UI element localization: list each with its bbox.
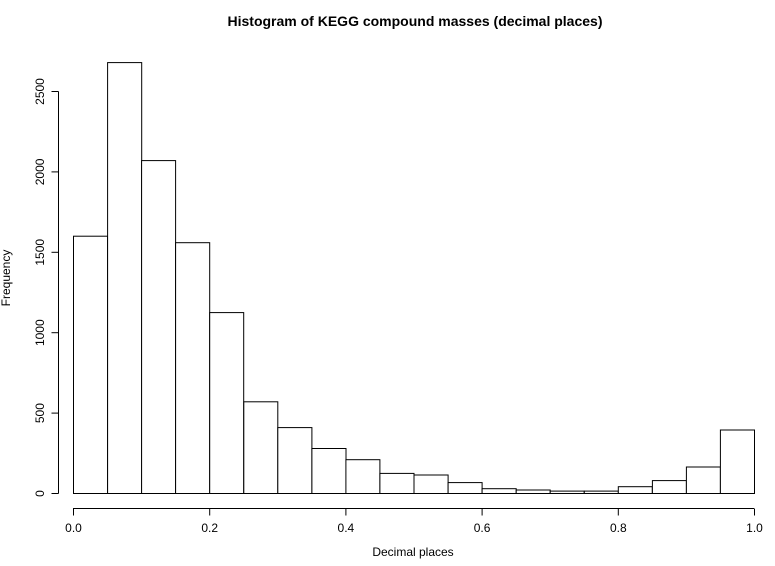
histogram-bar	[651, 480, 687, 495]
bars-group	[73, 62, 756, 495]
histogram-bar	[583, 490, 619, 495]
histogram-bar	[209, 312, 245, 494]
histogram-bar	[73, 235, 109, 494]
y-tick-label: 0	[33, 490, 47, 497]
y-tick-label: 1000	[33, 319, 47, 346]
x-axis-label: Decimal places	[372, 545, 453, 559]
histogram-bar	[413, 474, 449, 494]
histogram-bar	[175, 242, 211, 494]
histogram-bar	[481, 488, 517, 495]
histogram-bar	[345, 459, 381, 495]
histogram-bar	[311, 448, 347, 494]
x-tick-label: 0.8	[610, 521, 627, 535]
x-tick-label: 0.2	[201, 521, 218, 535]
histogram-bar	[617, 486, 653, 495]
y-tick-label: 2500	[33, 78, 47, 105]
x-tick-label: 0.6	[474, 521, 491, 535]
chart-title: Histogram of KEGG compound masses (decim…	[228, 13, 603, 29]
x-tick-label: 0.0	[65, 521, 82, 535]
histogram-bar	[719, 429, 756, 494]
y-tick-label: 1500	[33, 239, 47, 266]
histogram-bar	[107, 62, 143, 494]
y-axis: 0 500 1000 1500 2000 2500	[33, 78, 59, 497]
y-axis-label: Frequency	[0, 250, 13, 307]
y-tick-label: 500	[33, 403, 47, 423]
histogram-bar	[379, 472, 415, 494]
histogram-bar	[685, 466, 721, 494]
histogram-bar	[515, 489, 551, 494]
x-axis: 0.0 0.2 0.4 0.6 0.8 1.0	[65, 508, 763, 535]
histogram-bar	[549, 490, 585, 495]
y-tick-label: 2000	[33, 158, 47, 185]
histogram-bar	[243, 401, 279, 494]
histogram-bar	[447, 482, 483, 495]
histogram-bar	[141, 160, 177, 494]
x-tick-label: 0.4	[338, 521, 355, 535]
x-tick-label: 1.0	[746, 521, 763, 535]
histogram-bar	[277, 427, 313, 495]
